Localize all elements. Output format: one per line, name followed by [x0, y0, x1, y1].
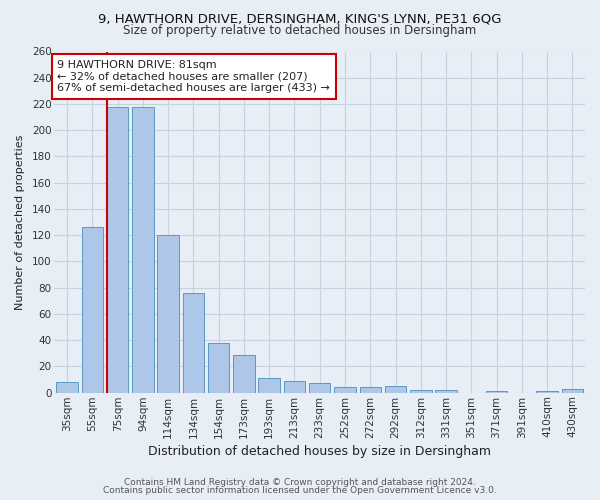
- Bar: [359, 388, 381, 392]
- Bar: [182, 293, 204, 392]
- Bar: [157, 235, 179, 392]
- Text: 9, HAWTHORN DRIVE, DERSINGHAM, KING'S LYNN, PE31 6QG: 9, HAWTHORN DRIVE, DERSINGHAM, KING'S LY…: [98, 12, 502, 26]
- Bar: [284, 381, 305, 392]
- Bar: [334, 388, 356, 392]
- Text: Contains HM Land Registry data © Crown copyright and database right 2024.: Contains HM Land Registry data © Crown c…: [124, 478, 476, 487]
- Bar: [82, 228, 103, 392]
- Text: Size of property relative to detached houses in Dersingham: Size of property relative to detached ho…: [124, 24, 476, 37]
- Text: Contains public sector information licensed under the Open Government Licence v3: Contains public sector information licen…: [103, 486, 497, 495]
- Y-axis label: Number of detached properties: Number of detached properties: [15, 134, 25, 310]
- Bar: [56, 382, 78, 392]
- Bar: [107, 106, 128, 393]
- Bar: [132, 106, 154, 393]
- Bar: [385, 386, 406, 392]
- Text: 9 HAWTHORN DRIVE: 81sqm
← 32% of detached houses are smaller (207)
67% of semi-d: 9 HAWTHORN DRIVE: 81sqm ← 32% of detache…: [57, 60, 330, 93]
- Bar: [259, 378, 280, 392]
- Bar: [410, 390, 431, 392]
- X-axis label: Distribution of detached houses by size in Dersingham: Distribution of detached houses by size …: [148, 444, 491, 458]
- Bar: [233, 354, 254, 393]
- Bar: [309, 384, 331, 392]
- Bar: [436, 390, 457, 392]
- Bar: [562, 388, 583, 392]
- Bar: [208, 343, 229, 392]
